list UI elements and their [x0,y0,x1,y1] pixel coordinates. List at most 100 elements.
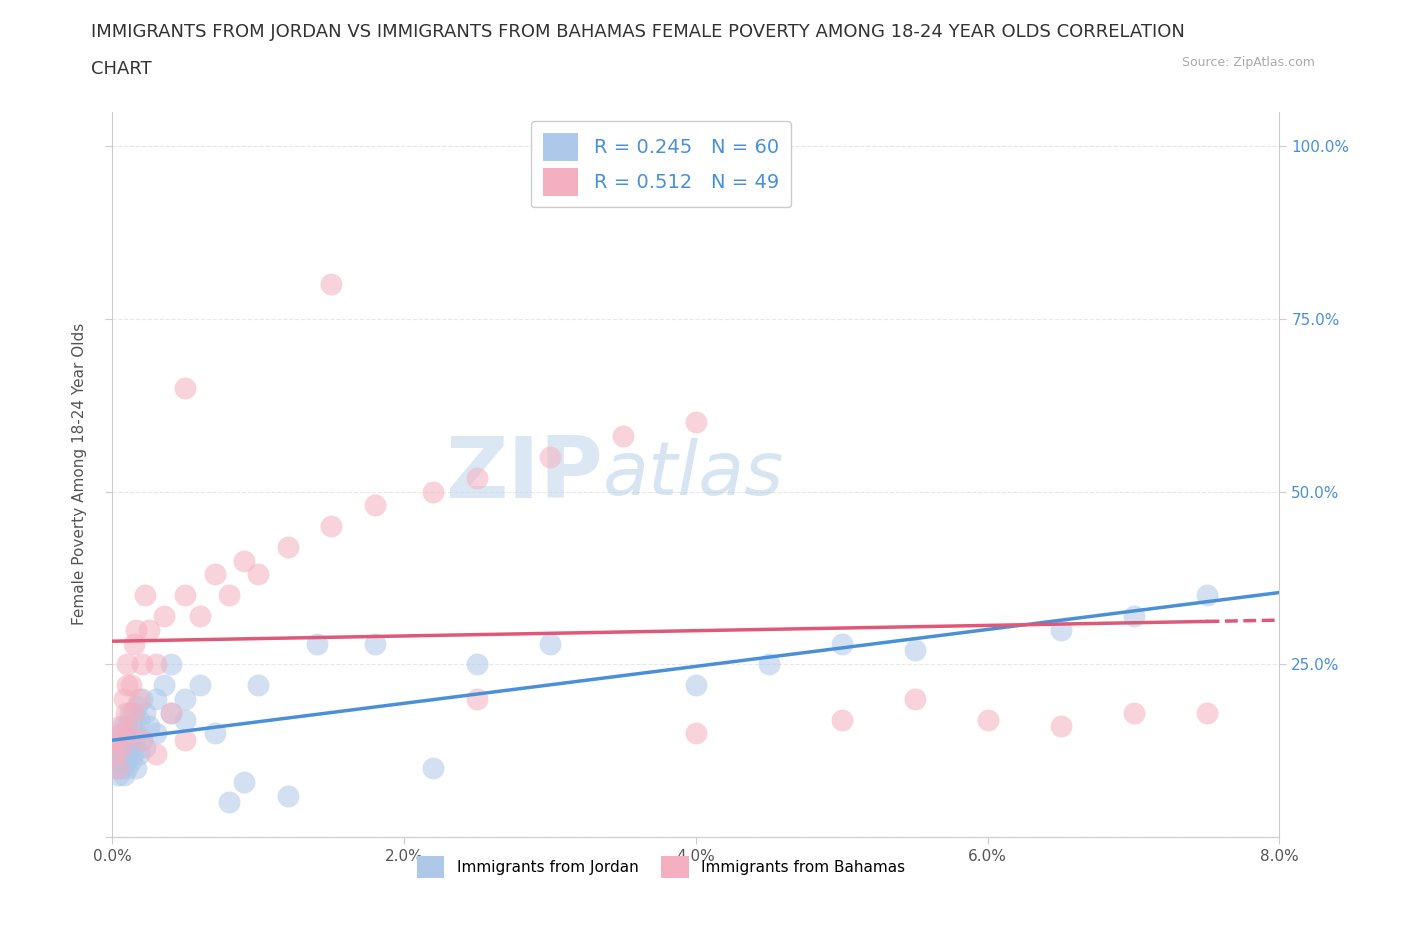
Point [685,415,707,430]
Point [115,678,138,693]
Text: IMMIGRANTS FROM JORDAN VS IMMIGRANTS FROM BAHAMAS FEMALE POVERTY AMONG 18-24 YEA: IMMIGRANTS FROM JORDAN VS IMMIGRANTS FRO… [91,23,1185,41]
Point [152,678,174,693]
Point [107,733,129,748]
Point [160,657,183,671]
Point [122,747,145,762]
Point [131,733,153,748]
Point [111,747,134,762]
Point [758,657,780,671]
Point [112,739,135,754]
Point [1049,719,1071,734]
Point [104,747,127,762]
Point [125,622,148,637]
Point [276,539,298,554]
Point [131,691,153,706]
Point [188,678,211,693]
Point [110,726,132,741]
Point [465,471,488,485]
Point [218,795,240,810]
Point [128,747,150,762]
Point [114,733,136,748]
Text: Source: ZipAtlas.com: Source: ZipAtlas.com [1181,56,1315,69]
Point [138,622,160,637]
Point [108,719,131,734]
Y-axis label: Female Poverty Among 18-24 Year Olds: Female Poverty Among 18-24 Year Olds [72,324,87,626]
Point [134,739,156,754]
Point [904,643,927,658]
Point [145,747,167,762]
Point [107,767,129,782]
Point [204,567,226,582]
Point [118,705,141,720]
Point [105,747,128,762]
Point [108,739,131,754]
Point [364,636,387,651]
Point [127,698,149,713]
Point [120,678,142,693]
Point [538,449,561,464]
Point [422,761,444,776]
Point [232,775,254,790]
Point [152,608,174,623]
Point [321,277,343,292]
Point [160,705,183,720]
Point [174,691,197,706]
Point [104,761,127,776]
Point [131,657,153,671]
Point [218,588,240,603]
Point [612,429,634,444]
Point [247,678,270,693]
Point [247,567,270,582]
Point [1122,705,1144,720]
Point [1122,608,1144,623]
Point [1195,705,1218,720]
Point [120,753,142,768]
Point [174,712,197,727]
Point [111,726,134,741]
Point [134,588,156,603]
Point [204,726,226,741]
Point [115,747,138,762]
Legend: Immigrants from Jordan, Immigrants from Bahamas: Immigrants from Jordan, Immigrants from … [411,850,911,883]
Point [685,726,707,741]
Point [125,761,148,776]
Point [138,719,160,734]
Point [112,691,135,706]
Point [105,733,128,748]
Point [276,788,298,803]
Point [110,761,132,776]
Text: atlas: atlas [603,438,785,511]
Point [465,657,488,671]
Point [321,519,343,534]
Point [134,705,156,720]
Point [174,588,197,603]
Point [422,485,444,499]
Point [131,733,153,748]
Point [122,719,145,734]
Point [115,761,138,776]
Point [122,705,145,720]
Point [118,739,141,754]
Point [1049,622,1071,637]
Point [111,719,134,734]
Point [125,726,148,741]
Point [124,636,146,651]
Point [145,691,167,706]
Point [174,733,197,748]
Point [831,712,853,727]
Point [128,712,150,727]
Point [108,753,131,768]
Point [112,767,135,782]
Point [685,678,707,693]
Point [124,739,146,754]
Point [364,498,387,512]
Point [174,380,197,395]
Point [538,636,561,651]
Point [145,726,167,741]
Point [1195,588,1218,603]
Point [976,712,998,727]
Point [124,705,146,720]
Point [305,636,328,651]
Point [120,733,142,748]
Text: ZIP: ZIP [444,432,603,516]
